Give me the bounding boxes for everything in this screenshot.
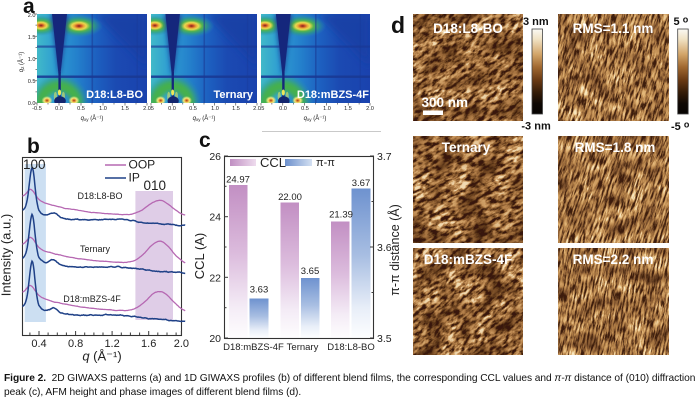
svg-text:1.5: 1.5 [121,106,129,112]
svg-text:-5 o: -5 o [671,120,690,134]
svg-text:1.0: 1.0 [99,106,107,112]
svg-text:-0.5: -0.5 [32,106,42,112]
svg-text:qxy (Å⁻¹): qxy (Å⁻¹) [81,115,104,122]
svg-text:0.0: 0.0 [55,106,63,112]
svg-text:D18:L8-BO: D18:L8-BO [327,342,375,353]
svg-text:qxy (Å⁻¹): qxy (Å⁻¹) [193,115,216,122]
svg-text:3.6: 3.6 [377,242,392,254]
svg-text:24: 24 [209,212,221,224]
svg-text:.5: .5 [260,106,265,112]
svg-text:CCL: CCL [260,155,286,170]
svg-text:1.5: 1.5 [28,35,36,41]
svg-text:Ternary: Ternary [80,244,111,254]
svg-text:-3 nm: -3 nm [521,121,551,133]
svg-text:Ternary: Ternary [213,89,253,101]
svg-text:26: 26 [209,151,221,163]
svg-text:0.0: 0.0 [168,106,176,112]
svg-text:RMS=1.1 nm: RMS=1.1 nm [573,21,654,36]
svg-text:2.0: 2.0 [174,338,189,350]
svg-text:1.5: 1.5 [344,106,352,112]
svg-text:010: 010 [144,178,167,193]
svg-text:π-π: π-π [316,157,335,169]
svg-text:2.0: 2.0 [253,106,261,112]
svg-text:0.0: 0.0 [279,106,287,112]
svg-text:1.2: 1.2 [104,338,119,350]
svg-text:D18:L8-BO: D18:L8-BO [86,89,143,101]
svg-text:D18:mBZS-4F: D18:mBZS-4F [63,294,121,304]
svg-text:0.8: 0.8 [68,338,83,350]
svg-text:100: 100 [23,157,46,172]
svg-text:RMS=2.2 nm: RMS=2.2 nm [573,252,654,267]
svg-text:D18:mBZS-4F: D18:mBZS-4F [223,342,284,353]
svg-text:2.0: 2.0 [366,106,374,112]
svg-text:3.65: 3.65 [301,266,320,277]
svg-text:q (Å⁻¹): q (Å⁻¹) [82,349,121,364]
svg-text:qz (Å⁻¹): qz (Å⁻¹) [18,52,25,72]
svg-text:0.5: 0.5 [189,106,197,112]
svg-text:20: 20 [209,333,221,345]
svg-text:3.67: 3.67 [352,178,371,189]
svg-text:3 nm: 3 nm [523,16,549,28]
svg-text:0.0: 0.0 [28,101,36,107]
svg-text:2.0: 2.0 [143,106,151,112]
svg-text:Ternary: Ternary [287,342,319,353]
svg-text:22.00: 22.00 [278,192,302,203]
svg-text:qxy (Å⁻¹): qxy (Å⁻¹) [304,115,327,122]
svg-text:5 o: 5 o [674,15,689,29]
svg-text:0.4: 0.4 [31,338,46,350]
svg-text:Intensity (a.u.): Intensity (a.u.) [0,214,14,296]
svg-text:3.63: 3.63 [250,285,269,296]
svg-text:3.7: 3.7 [377,151,392,163]
svg-text:.5: .5 [149,106,154,112]
svg-text:300 nm: 300 nm [422,95,469,110]
svg-text:π-π distance (Å): π-π distance (Å) [387,204,402,296]
svg-text:21.39: 21.39 [329,210,353,221]
svg-text:1.5: 1.5 [232,106,240,112]
svg-text:RMS=1.8 nm: RMS=1.8 nm [575,140,656,155]
svg-text:3.5: 3.5 [377,333,392,345]
svg-text:22: 22 [209,272,221,284]
svg-text:0.5: 0.5 [77,106,85,112]
svg-text:D18:mBZS-4F: D18:mBZS-4F [297,89,369,101]
svg-text:2.0: 2.0 [28,13,36,19]
svg-text:0.5: 0.5 [301,106,309,112]
svg-text:CCL (Å): CCL (Å) [195,233,207,279]
svg-text:D18:L8-BO: D18:L8-BO [433,21,503,36]
svg-text:Ternary: Ternary [442,140,491,155]
svg-text:IP: IP [129,171,140,185]
svg-text:1.0: 1.0 [28,57,36,63]
svg-text:24.97: 24.97 [226,175,250,186]
svg-text:1.6: 1.6 [141,338,156,350]
svg-text:OOP: OOP [129,158,156,172]
svg-text:D18:L8-BO: D18:L8-BO [77,191,122,201]
svg-text:D18:mBZS-4F: D18:mBZS-4F [424,252,513,267]
svg-text:1.0: 1.0 [323,106,331,112]
svg-text:0.5: 0.5 [28,79,36,85]
svg-text:1.0: 1.0 [211,106,219,112]
